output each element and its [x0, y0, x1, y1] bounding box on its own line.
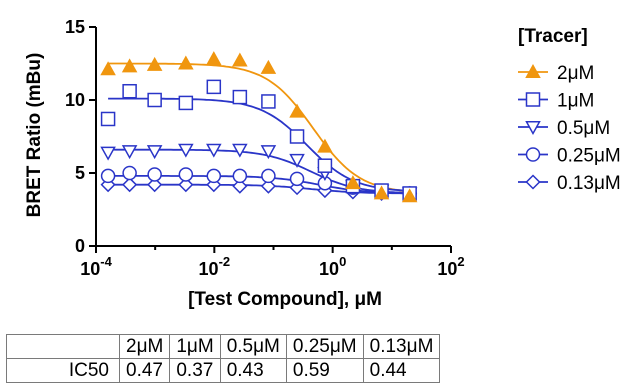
- table-row-label: IC50: [6, 358, 120, 383]
- table-header-cell: 0.25μM: [285, 334, 364, 359]
- table-header-cell: 2μM: [118, 334, 171, 359]
- y-axis-title: BRET Ratio (mBu): [24, 53, 45, 218]
- data-point: [100, 168, 116, 184]
- data-point: [373, 185, 390, 200]
- x-tick-label: 102: [437, 254, 464, 279]
- table-row: IC50 0.47 0.37 0.43 0.59 0.44: [6, 358, 441, 383]
- legend: 2μM 1μM 0.5μM 0.25μM 0.13μM: [518, 63, 621, 194]
- data-point: [122, 83, 137, 99]
- data-point: [206, 143, 222, 158]
- y-tick-label: 15: [65, 17, 85, 37]
- table-cell: 0.37: [169, 358, 221, 383]
- data-point: [260, 178, 276, 194]
- chart-axes: 0 5 10 15 10-4 10-2 100 102: [65, 17, 465, 279]
- data-point: [232, 89, 248, 105]
- data-point: [401, 188, 418, 203]
- data-point: [261, 168, 276, 184]
- table-cell: 0.47: [118, 358, 171, 383]
- data-point: [178, 177, 194, 193]
- data-point: [121, 58, 138, 73]
- legend-marker-icon: [525, 63, 541, 78]
- data-point: [206, 79, 222, 95]
- data-point: [206, 51, 222, 66]
- table-cell: 0.59: [285, 358, 364, 383]
- legend-label: 0.5μM: [557, 118, 610, 139]
- x-tick-label: 10-2: [199, 254, 231, 279]
- ic50-table: 2μM 1μM 0.5μM 0.25μM 0.13μM IC50 0.47 0.…: [6, 334, 441, 383]
- legend-label: 1μM: [557, 91, 594, 112]
- data-point: [232, 178, 248, 194]
- data-point: [289, 129, 305, 144]
- data-point: [206, 168, 222, 184]
- data-point: [147, 92, 162, 108]
- legend-title: [Tracer]: [518, 26, 588, 47]
- data-point: [260, 59, 277, 74]
- data-point: [100, 111, 116, 127]
- table-header-cell: 0.5μM: [219, 334, 287, 359]
- data-point: [260, 145, 277, 160]
- legend-marker-icon: [525, 147, 541, 162]
- data-point: [146, 56, 163, 71]
- data-point: [317, 158, 333, 173]
- data-point: [232, 168, 248, 184]
- table-corner-cell: [6, 334, 120, 359]
- table-header-row: 2μM 1μM 0.5μM 0.25μM 0.13μM: [6, 334, 441, 359]
- data-point: [100, 146, 116, 161]
- table-header-cell: 0.13μM: [362, 334, 441, 359]
- data-point: [289, 171, 305, 187]
- legend-marker-icon: [525, 121, 541, 136]
- legend-label: 0.25μM: [557, 146, 621, 167]
- data-point: [289, 103, 305, 118]
- x-tick-label: 10-4: [80, 254, 112, 279]
- data-point: [178, 95, 194, 111]
- data-point: [147, 167, 162, 182]
- x-tick-label: 100: [319, 254, 346, 279]
- table-cell: 0.43: [219, 358, 287, 383]
- bret-ratio-chart: 0 5 10 15 10-4 10-2 100 102 BRET Ratio (mBu) [T…: [24, 17, 621, 310]
- data-point: [146, 145, 163, 160]
- legend-label: 0.13μM: [557, 173, 621, 194]
- y-tick-label: 0: [75, 236, 85, 256]
- data-points: [100, 51, 418, 203]
- legend-marker-icon: [525, 92, 541, 107]
- legend-marker-icon: [525, 174, 541, 190]
- x-axis-title: [Test Compound], μM: [188, 289, 382, 310]
- data-point: [100, 61, 116, 76]
- data-point: [121, 145, 138, 160]
- data-point: [261, 94, 276, 109]
- data-point: [232, 143, 248, 158]
- data-point: [178, 143, 194, 158]
- data-point: [232, 52, 248, 67]
- data-point: [289, 153, 305, 168]
- y-tick-label: 10: [65, 90, 85, 110]
- data-point: [147, 177, 163, 193]
- table-cell: 0.44: [362, 358, 441, 383]
- data-point: [178, 55, 194, 70]
- data-point: [122, 177, 138, 193]
- data-point: [178, 167, 194, 182]
- data-point: [122, 165, 137, 181]
- table-header-cell: 1μM: [169, 334, 221, 359]
- data-point: [317, 138, 333, 153]
- legend-label: 2μM: [557, 63, 594, 84]
- data-point: [345, 175, 361, 190]
- y-tick-label: 5: [75, 163, 85, 183]
